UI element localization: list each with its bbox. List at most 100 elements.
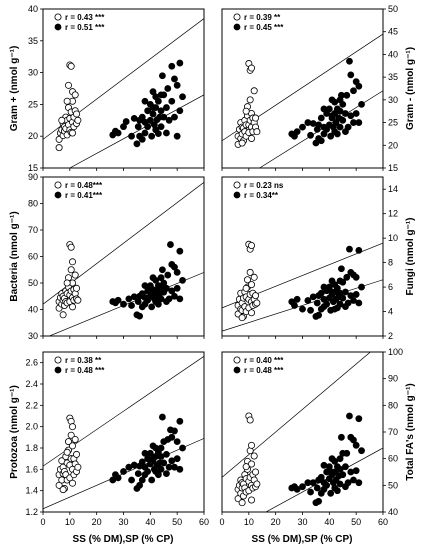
data-point-filled [164, 85, 172, 92]
y-tick-label: 15 [28, 163, 38, 173]
data-point-open [248, 441, 256, 449]
y-tick-label: 8 [388, 258, 393, 268]
data-point-filled [179, 93, 186, 101]
data-point-open [238, 499, 246, 507]
x-tick-label: 0 [219, 517, 224, 527]
data-point-filled [339, 294, 347, 302]
y-tick-label: 40 [388, 49, 398, 59]
data-point-open [246, 96, 254, 104]
legend-text-filled: r = 0.48 *** [65, 366, 105, 375]
data-point-filled [293, 295, 301, 303]
panel-B: 15 20 25 30 35 40 45 50 Gram - (nmol g⁻¹) r = 0.3… [221, 4, 416, 173]
data-point-filled [134, 470, 142, 477]
legend-marker-filled [233, 366, 241, 374]
data-point-filled [293, 485, 301, 493]
y-axis-label-D: Fungi (nmol g⁻¹) [405, 217, 416, 295]
y-tick-label: 12 [388, 209, 398, 219]
x-tick-label: 50 [351, 517, 361, 527]
panel-A: 15 20 25 30 35 40 Gram + (nmol g⁻¹) r = 0.43 **… [9, 4, 205, 173]
data-point-filled [352, 441, 360, 449]
data-point-filled [336, 465, 344, 473]
legend-marker-filled [233, 191, 241, 199]
legend-marker-filled [54, 191, 62, 199]
data-point-filled [176, 465, 184, 473]
data-point-open [252, 468, 260, 476]
data-point-filled [358, 447, 365, 455]
data-point-open [248, 241, 256, 249]
data-point-filled [163, 284, 170, 292]
data-point-filled [136, 481, 143, 489]
data-point-filled [352, 273, 360, 281]
data-point-filled [338, 433, 345, 441]
data-point-filled [168, 287, 176, 295]
data-point-open [253, 480, 261, 488]
data-point-filled [336, 123, 344, 131]
data-point-filled [160, 279, 168, 287]
regression-line-sp [222, 279, 383, 332]
data-point-filled [148, 476, 156, 484]
data-point-filled [328, 288, 336, 296]
data-point-filled [152, 276, 160, 284]
data-point-filled [152, 126, 160, 134]
data-point-filled [154, 97, 162, 105]
y-tick-label: 30 [28, 68, 38, 78]
data-point-filled [157, 295, 165, 303]
data-point-filled [159, 413, 166, 421]
y-tick-label: 50 [388, 480, 398, 490]
legend-marker-filled [54, 23, 62, 31]
data-point-filled [299, 483, 306, 491]
data-point-open [63, 97, 71, 105]
data-point-filled [320, 283, 328, 291]
data-point-open [248, 309, 256, 317]
data-point-open [63, 448, 71, 456]
data-point-open [242, 463, 250, 471]
data-point-filled [339, 471, 347, 479]
data-point-filled [317, 114, 325, 122]
data-point-filled [163, 450, 170, 458]
y-tick-label: 14 [388, 184, 398, 194]
data-point-filled [352, 467, 360, 475]
data-point-open [69, 423, 77, 431]
data-point-filled [299, 123, 306, 131]
data-point-filled [291, 302, 298, 309]
data-point-filled [171, 263, 178, 271]
legend-text-filled: r = 0.48 *** [244, 366, 284, 375]
data-point-filled [171, 292, 178, 300]
data-point-open [71, 435, 79, 443]
data-point-open [246, 268, 254, 276]
data-point-filled [141, 282, 149, 290]
y-tick-label: 80 [28, 199, 38, 209]
x-tick-label: 0 [40, 517, 45, 527]
data-point-filled [164, 436, 172, 443]
data-point-open [243, 276, 251, 284]
data-point-filled [327, 489, 335, 497]
data-point-filled [343, 91, 351, 99]
data-point-filled [347, 71, 355, 79]
data-point-filled [176, 59, 184, 67]
data-point-open [55, 144, 63, 152]
data-point-filled [122, 118, 130, 125]
data-point-filled [313, 299, 321, 307]
legend-text-open: r = 0.43 *** [65, 13, 105, 22]
x-axis-label-left: SS (% DM),SP (% CP) [73, 534, 174, 545]
y-tick-label: 6 [388, 282, 393, 292]
data-point-filled [342, 463, 349, 471]
data-point-open [252, 292, 260, 300]
y-tick-label: 50 [388, 4, 398, 14]
data-point-filled [128, 302, 135, 309]
data-point-filled [159, 72, 166, 80]
data-point-filled [149, 455, 157, 463]
legend-text-open: r = 0.39 ** [244, 13, 281, 22]
data-point-filled [315, 497, 322, 505]
legend-text-filled: r = 0.41*** [65, 191, 103, 200]
data-point-filled [327, 132, 335, 140]
x-tick-label: 30 [118, 517, 128, 527]
data-point-filled [141, 129, 149, 137]
y-tick-label: 2.2 [25, 400, 38, 410]
legend-text-open: r = 0.38 ** [65, 356, 102, 365]
data-point-filled [342, 288, 349, 296]
data-point-open [246, 416, 254, 424]
regression-line-sp [69, 94, 204, 168]
data-point-filled [179, 276, 186, 284]
data-point-filled [163, 104, 170, 111]
